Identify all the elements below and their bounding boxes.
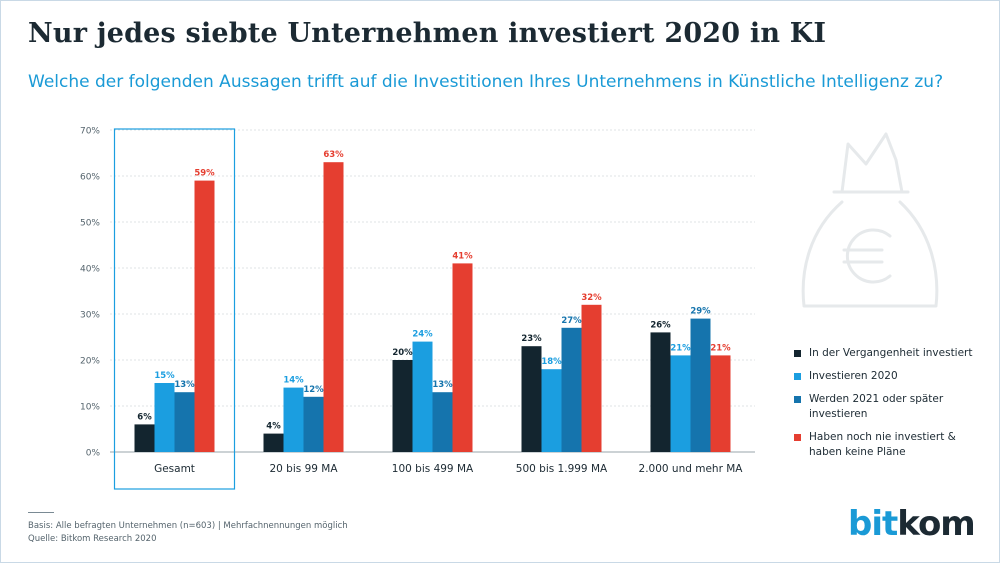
- data-label: 13%: [174, 380, 195, 390]
- bar: [670, 355, 691, 452]
- data-label: 27%: [561, 316, 582, 326]
- data-label: 20%: [392, 348, 413, 358]
- data-label: 18%: [541, 357, 562, 367]
- y-tick-label: 70%: [80, 127, 100, 137]
- data-label: 41%: [452, 251, 473, 261]
- x-tick-label: 20 bis 99 MA: [269, 463, 338, 475]
- legend-item: In der Vergangenheit investiert: [794, 346, 994, 361]
- legend-item: Werden 2021 oder später investieren: [794, 392, 994, 422]
- bar-chart: 0%10%20%30%40%50%60%70%6%15%13%59%Gesamt…: [80, 127, 755, 490]
- money-bag-euro-icon: [801, 132, 939, 308]
- bar: [283, 387, 304, 452]
- chart-subtitle: Welche der folgenden Aussagen trifft auf…: [28, 72, 944, 92]
- data-label: 32%: [581, 293, 602, 303]
- chart-legend: In der Vergangenheit investiert Investie…: [794, 346, 994, 468]
- legend-swatch: [794, 373, 801, 380]
- logo-part-bit: bit: [848, 504, 898, 544]
- footer-divider: [28, 512, 54, 513]
- legend-item: Haben noch nie investiert & haben keine …: [794, 430, 994, 460]
- data-label: 21%: [670, 343, 691, 353]
- data-label: 15%: [154, 371, 175, 381]
- bar: [521, 346, 542, 452]
- logo-part-kom: kom: [897, 504, 975, 544]
- bar: [323, 162, 344, 452]
- bar: [541, 369, 562, 452]
- bar: [581, 304, 602, 452]
- x-tick-label: 2.000 und mehr MA: [639, 463, 744, 475]
- bar: [561, 327, 582, 452]
- legend-item: Investieren 2020: [794, 369, 994, 384]
- bar: [650, 332, 671, 452]
- bar: [432, 392, 453, 452]
- bar: [174, 392, 195, 452]
- bar: [154, 383, 175, 452]
- data-label: 24%: [412, 330, 433, 340]
- data-label: 23%: [521, 334, 542, 344]
- bar: [690, 318, 711, 452]
- bar: [303, 396, 324, 452]
- x-tick-label: Gesamt: [154, 463, 195, 475]
- bar: [412, 341, 433, 452]
- footer-source: Quelle: Bitkom Research 2020: [28, 534, 157, 544]
- data-label: 21%: [710, 343, 731, 353]
- bitkom-logo: bitkom: [848, 504, 976, 544]
- y-tick-label: 30%: [80, 311, 100, 321]
- legend-swatch: [794, 350, 801, 357]
- data-label: 29%: [690, 307, 711, 317]
- legend-label: In der Vergangenheit investiert: [809, 347, 973, 359]
- bar: [710, 355, 731, 452]
- y-tick-label: 50%: [80, 219, 100, 229]
- x-tick-label: 500 bis 1.999 MA: [516, 463, 608, 475]
- bar: [194, 180, 215, 452]
- legend-swatch: [794, 396, 801, 403]
- legend-label: Investieren 2020: [809, 370, 898, 382]
- bar: [392, 360, 413, 452]
- data-label: 59%: [194, 169, 215, 179]
- y-tick-label: 10%: [80, 403, 100, 413]
- data-label: 26%: [650, 320, 671, 330]
- bar: [263, 433, 284, 452]
- data-label: 6%: [137, 412, 152, 422]
- y-tick-label: 0%: [86, 449, 101, 459]
- legend-label: Werden 2021 oder später investieren: [809, 393, 944, 420]
- data-label: 12%: [303, 385, 324, 395]
- data-label: 14%: [283, 376, 304, 386]
- chart-title: Nur jedes siebte Unternehmen investiert …: [28, 18, 827, 49]
- x-tick-label: 100 bis 499 MA: [392, 463, 474, 475]
- highlight-box: [113, 128, 236, 490]
- data-label: 4%: [266, 422, 281, 432]
- legend-swatch: [794, 434, 801, 441]
- chart-footer: Basis: Alle befragten Unternehmen (n=603…: [28, 520, 348, 546]
- bar: [452, 263, 473, 452]
- y-tick-label: 40%: [80, 265, 100, 275]
- y-tick-label: 60%: [80, 173, 100, 183]
- data-label: 63%: [323, 150, 344, 160]
- y-tick-label: 20%: [80, 357, 100, 367]
- bar: [134, 424, 155, 452]
- footer-basis: Basis: Alle befragten Unternehmen (n=603…: [28, 521, 348, 531]
- legend-label: Haben noch nie investiert & haben keine …: [809, 431, 956, 458]
- data-label: 13%: [432, 380, 453, 390]
